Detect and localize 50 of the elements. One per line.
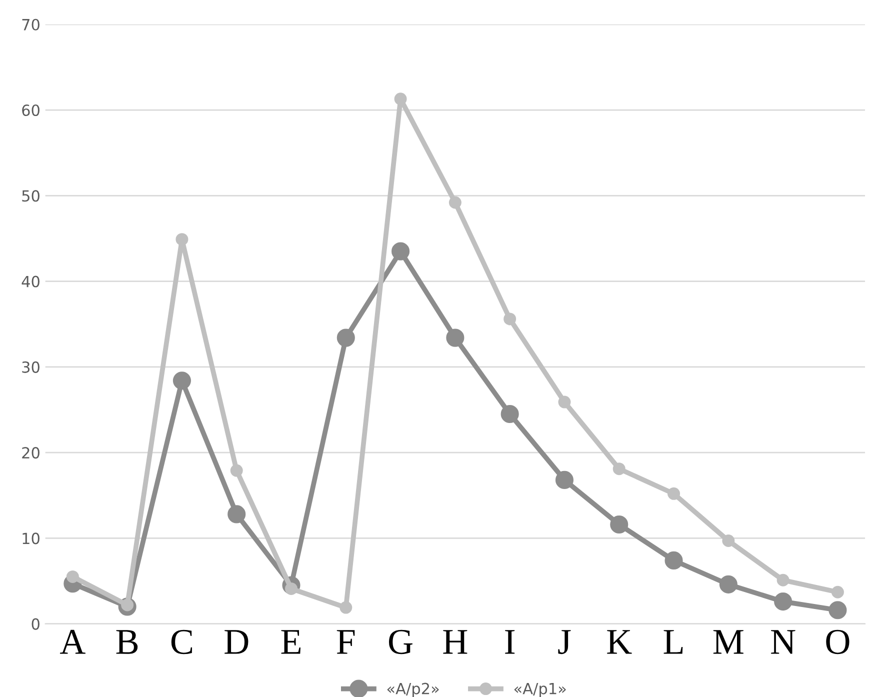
y-tick-label: 60 bbox=[22, 104, 40, 116]
point bbox=[176, 233, 188, 246]
point bbox=[555, 470, 574, 489]
point bbox=[336, 328, 355, 347]
x-tick-label: O bbox=[826, 630, 850, 654]
point bbox=[228, 505, 246, 524]
point bbox=[774, 592, 792, 611]
y-tick-label: 30 bbox=[22, 361, 40, 373]
x-tick-label: I bbox=[505, 630, 515, 654]
x-tick-label: A bbox=[60, 630, 86, 654]
x-tick-label: F bbox=[336, 630, 355, 654]
point bbox=[392, 242, 410, 260]
point bbox=[722, 534, 735, 548]
x-tick-label: J bbox=[558, 630, 571, 654]
point bbox=[66, 570, 79, 583]
legend-label: «A/p1» bbox=[514, 682, 566, 697]
x-tick-label: G bbox=[388, 630, 412, 654]
point bbox=[776, 574, 790, 586]
point bbox=[172, 372, 191, 390]
legend-label: «A/p2» bbox=[387, 682, 439, 697]
y-tick-label: 70 bbox=[22, 18, 40, 30]
point bbox=[831, 586, 844, 598]
x-tick-label: E bbox=[281, 630, 300, 654]
y-tick-label: 20 bbox=[22, 447, 40, 459]
point bbox=[668, 487, 680, 500]
point bbox=[558, 396, 571, 408]
point bbox=[230, 464, 243, 477]
x-tick-label: N bbox=[771, 630, 796, 654]
y-tick-label: 50 bbox=[22, 190, 40, 202]
y-tick-label: 0 bbox=[32, 618, 40, 630]
point bbox=[446, 328, 464, 347]
y-tick-label: 10 bbox=[22, 532, 40, 544]
point bbox=[504, 312, 516, 326]
y-tick-label: 40 bbox=[22, 276, 40, 288]
x-tick-label: B bbox=[116, 630, 138, 654]
x-tick-label: L bbox=[664, 630, 683, 654]
x-tick-label: H bbox=[443, 630, 468, 654]
x-tick-label: M bbox=[713, 630, 744, 654]
x-tick-label: K bbox=[607, 630, 632, 654]
point bbox=[612, 462, 626, 476]
point bbox=[828, 601, 847, 620]
x-tick-label: D bbox=[224, 630, 248, 654]
point bbox=[394, 92, 407, 106]
x-tick-label: C bbox=[171, 630, 192, 654]
point bbox=[610, 515, 628, 534]
point bbox=[664, 551, 683, 570]
point bbox=[500, 404, 519, 424]
point bbox=[448, 196, 462, 209]
point bbox=[340, 601, 352, 614]
point bbox=[719, 575, 738, 594]
